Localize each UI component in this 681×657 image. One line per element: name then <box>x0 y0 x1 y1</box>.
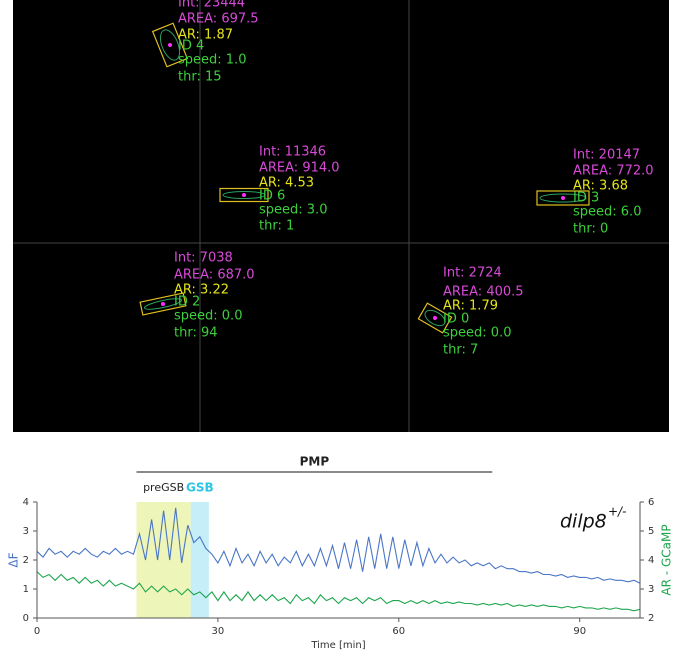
object-label: speed: 0.0 <box>443 326 511 341</box>
region-label: GSB <box>186 481 214 495</box>
y-tick-label: 0 <box>23 613 29 624</box>
tracked-object <box>219 187 269 203</box>
object-label: speed: 1.0 <box>178 53 246 68</box>
object-label: AR: 1.87 <box>178 28 233 43</box>
centroid <box>433 316 437 320</box>
tracked-object <box>536 190 590 206</box>
object-label: AR: 3.22 <box>174 283 229 298</box>
contour <box>424 309 446 327</box>
x-tick-label: 60 <box>392 626 405 637</box>
x-tick-label: 90 <box>573 626 586 637</box>
bracket-label: PMP <box>300 455 330 469</box>
object-label: thr: 15 <box>178 70 222 85</box>
trace-chart: preGSB GSB PMP 0 30 60 90 0 1 2 3 4 2 3 4 5 6 Time [min] Δ… <box>7 455 674 652</box>
annotation: dilp8 <box>560 511 607 533</box>
object-label: AR: 4.53 <box>259 176 314 191</box>
object-label: ID 4 <box>178 39 204 54</box>
object-label: speed: 3.0 <box>259 203 327 218</box>
y2-tick-label: 3 <box>648 584 654 595</box>
bounding-box <box>139 292 187 316</box>
y2-tick-label: 4 <box>648 555 654 566</box>
object-label: AREA: 687.0 <box>174 268 255 283</box>
x-tick-label: 0 <box>34 626 40 637</box>
contour <box>539 193 587 203</box>
object-label: Int: 20147 <box>573 148 640 163</box>
object-label: ID 3 <box>573 191 599 206</box>
contour <box>159 29 181 61</box>
object-label: AREA: 772.0 <box>573 164 654 179</box>
tracked-object <box>151 22 189 68</box>
object-label: ID 2 <box>174 295 200 310</box>
object-label: thr: 7 <box>443 343 478 358</box>
bounding-box <box>536 190 590 206</box>
y-tick-label: 4 <box>23 497 29 508</box>
object-label: speed: 6.0 <box>573 205 641 220</box>
bounding-box <box>417 302 453 334</box>
bounding-box <box>219 187 269 203</box>
tracked-object <box>417 302 453 334</box>
centroid <box>242 193 246 197</box>
centroid <box>168 43 172 47</box>
object-label: AREA: 400.5 <box>443 285 524 300</box>
object-label: thr: 94 <box>174 326 218 341</box>
object-label: AREA: 697.5 <box>178 12 259 27</box>
object-label: AR: 3.68 <box>573 179 628 194</box>
centroid <box>561 196 565 200</box>
annotation-superscript: +/- <box>608 505 626 519</box>
object-label: Int: 7038 <box>174 251 233 266</box>
object-label: thr: 0 <box>573 222 608 237</box>
object-label: ID 6 <box>259 189 285 204</box>
region-label: preGSB <box>143 481 184 494</box>
tracking-panel <box>13 0 669 432</box>
object-label: Int: 23444 <box>178 0 245 11</box>
y2-tick-label: 2 <box>648 613 654 624</box>
object-label: Int: 11346 <box>259 145 326 160</box>
x-tick-label: 30 <box>212 626 225 637</box>
y-tick-label: 2 <box>23 555 29 566</box>
y2-tick-label: 6 <box>648 497 654 508</box>
y-tick-label: 1 <box>23 584 29 595</box>
object-label: speed: 0.0 <box>174 309 242 324</box>
object-label: Int: 2724 <box>443 266 502 281</box>
trace-line <box>36 571 641 612</box>
y2-axis-label: AR - GCaMP <box>660 524 674 595</box>
tracked-object <box>139 292 187 316</box>
object-label: ID 0 <box>443 312 469 327</box>
trace-line <box>36 507 641 584</box>
centroid <box>161 302 165 306</box>
object-label: thr: 1 <box>259 219 294 234</box>
contour <box>143 298 183 310</box>
y-tick-label: 3 <box>23 526 29 537</box>
x-axis-label: Time [min] <box>310 640 365 651</box>
shaded-region <box>190 502 209 618</box>
y-axis-label: ΔF <box>7 552 21 567</box>
object-label: AREA: 914.0 <box>259 161 340 176</box>
y2-tick-label: 5 <box>648 526 654 537</box>
contour <box>222 191 266 199</box>
bounding-box <box>151 22 189 68</box>
object-label: AR: 1.79 <box>443 299 498 314</box>
